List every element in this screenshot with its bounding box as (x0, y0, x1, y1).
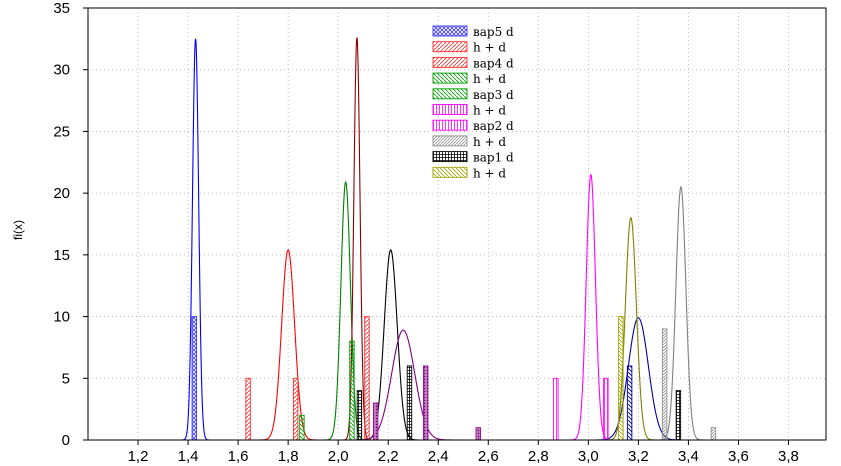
x-tick-label: 1,6 (228, 448, 249, 465)
legend-label: вар1 d (473, 151, 514, 165)
legend-item-8: вар1 d (432, 151, 514, 165)
x-axis: 1,2 1,4 1,6 1,8 2,0 2,2 2,4 2,6 2,8 3,0 3,2 3,4 3,6 3… (128, 440, 799, 465)
legend-item-0: вар5 d (432, 25, 514, 39)
legend-item-9: h + d (432, 166, 506, 180)
legend-label: h + d (473, 72, 506, 86)
legend-swatch (432, 88, 468, 100)
x-tick-label: 2,2 (378, 448, 399, 465)
bar-5 (356, 390, 363, 441)
y-tick-label: 25 (53, 123, 70, 140)
y-tick-label: 0 (62, 432, 70, 449)
curve-line-1 (255, 249, 321, 441)
x-tick-label: 2,4 (428, 448, 449, 465)
legend-swatch (432, 72, 468, 84)
bar-2 (292, 377, 299, 441)
y-tick-label: 10 (53, 309, 70, 326)
legend-item-3: h + d (432, 72, 506, 86)
legend-swatch (432, 25, 468, 37)
legend-label: вар4 d (473, 56, 514, 70)
bar-7 (372, 402, 379, 441)
bar-12 (603, 377, 609, 441)
x-tick-label: 1,4 (178, 448, 199, 465)
legend-item-1: h + d (432, 41, 506, 55)
bar-8 (406, 365, 413, 441)
y-tick-label: 35 (53, 0, 70, 17)
legend-swatch (432, 104, 468, 115)
bar-16 (675, 390, 682, 441)
x-tick-label: 1,8 (278, 448, 299, 465)
x-tick-label: 2,6 (478, 448, 499, 465)
bar-3 (299, 414, 305, 441)
legend-swatch (432, 41, 468, 53)
legend-item-4: вар3 d (432, 88, 514, 102)
legend-swatch (432, 135, 468, 147)
legend-swatch (432, 56, 468, 68)
bar-13 (618, 316, 624, 441)
legend-item-5: h + d (432, 104, 506, 118)
x-tick-label: 3,8 (778, 448, 799, 465)
y-tick-label: 15 (53, 247, 70, 264)
legend-label: h + d (473, 104, 506, 118)
x-tick-label: 3,6 (728, 448, 749, 465)
y-axis: 0 5 10 15 20 25 30 35 (53, 0, 88, 449)
legend-label: вар5 d (473, 25, 514, 39)
x-tick-label: 2,8 (528, 448, 549, 465)
bar-9 (423, 365, 429, 441)
y-tick-label: 5 (62, 370, 70, 387)
curve-line-8 (603, 216, 659, 441)
bar-1 (245, 377, 251, 441)
legend-label: h + d (473, 135, 506, 149)
bar-0 (191, 316, 198, 441)
x-tick-label: 3,2 (628, 448, 649, 465)
bar-17 (710, 427, 717, 441)
x-tick-label: 3,0 (578, 448, 599, 465)
curve-line-2 (321, 180, 370, 441)
legend-item-6: вар2 d (432, 119, 514, 133)
x-tick-label: 1,2 (128, 448, 149, 465)
legend-swatch (432, 151, 468, 163)
legend-item-7: h + d (432, 135, 506, 149)
curve-line-0 (180, 38, 211, 441)
bar-14 (626, 365, 633, 441)
legend-label: вар2 d (473, 119, 514, 133)
legend-label: h + d (473, 166, 506, 180)
bar-6 (364, 316, 370, 441)
bar-15 (661, 328, 668, 441)
y-tick-label: 20 (53, 185, 70, 202)
legend-label: вар3 d (473, 88, 514, 102)
bar-10 (475, 427, 481, 441)
x-tick-label: 3,4 (678, 448, 699, 465)
histogram-bars (191, 316, 717, 441)
legend-item-2: вар4 d (432, 56, 514, 70)
bar-11 (553, 377, 559, 441)
legend-label: h + d (473, 41, 506, 55)
y-tick-label: 30 (53, 62, 70, 79)
bar-4 (349, 340, 355, 441)
y-axis-label: fi(x) (11, 220, 25, 240)
legend-swatch (432, 119, 468, 131)
plot-frame (87, 7, 827, 441)
x-tick-label: 2,0 (328, 448, 349, 465)
legend-swatch (432, 166, 468, 178)
